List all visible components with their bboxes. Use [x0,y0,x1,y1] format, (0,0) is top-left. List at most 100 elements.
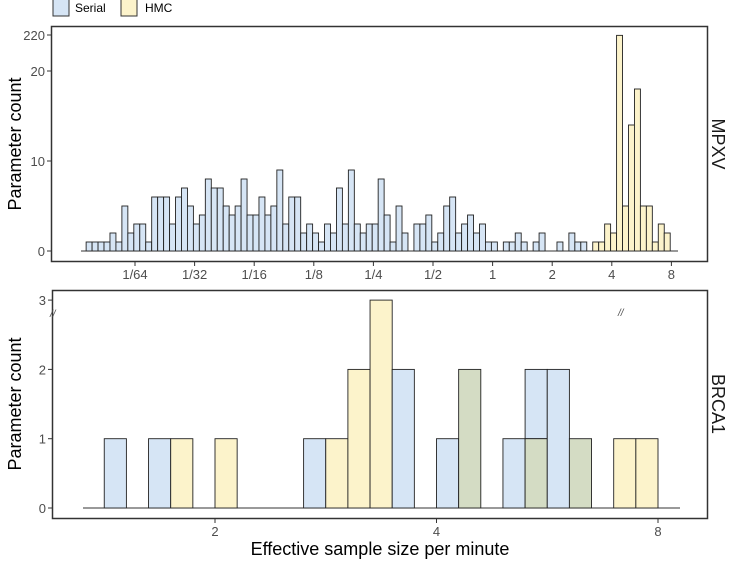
bar-serial [546,368,570,509]
bar-serial [365,223,373,252]
y-tick-label: 10 [31,154,45,169]
bar-hmc [645,205,653,252]
bar-hmc [604,223,612,252]
bar-serial [484,241,492,252]
bar-serial [198,214,206,252]
legend-swatch-serial [52,0,70,17]
bar-serial [443,205,451,252]
bar-serial [502,241,510,252]
bar-serial [461,223,469,252]
strip-label-mpxv: MPXV [708,118,728,169]
legend-label-hmc: HMC [145,1,173,15]
bar-serial [401,232,409,252]
bar-serial [335,187,343,252]
bar-serial [288,196,296,252]
bar-serial [186,205,194,252]
bar-serial [330,232,337,252]
bar-serial [115,241,123,252]
bar-serial [419,223,427,252]
bar-serial [282,223,290,252]
bar-serial [240,178,248,252]
bar-serial [353,223,361,252]
bar-serial [228,214,236,252]
bar-serial [490,241,498,252]
bar-serial [467,214,474,252]
bar-hmc [633,88,641,252]
bar-serial [294,196,302,252]
bar-serial [133,223,141,252]
x-tick-label: 8 [654,524,661,539]
x-axis-title: Effective sample size per minute [251,539,510,559]
bar-serial [157,196,165,252]
bar-serial [109,232,117,252]
bar-serial [371,223,379,252]
x-tick-label: 1/4 [364,267,382,282]
strip-label-brca1: BRCA1 [708,374,728,434]
bar-serial [151,196,159,252]
bar-hmc [598,241,606,252]
bar-serial [524,368,548,440]
x-tick-label: 1/32 [182,267,207,282]
panel-border-mpxv [50,25,709,263]
bar-serial [347,169,355,252]
bar-serial [163,196,171,252]
bar-serial [145,241,153,252]
bar-serial [258,196,266,252]
bar-overlap [524,438,548,509]
bar-serial [449,196,457,252]
bar-serial [318,241,325,252]
bar-serial [508,241,516,252]
x-tick-label: 8 [668,267,675,282]
x-tick-label: 2 [549,267,556,282]
bar-serial [520,241,528,252]
bar-hmc [325,438,349,509]
bar-serial [574,241,582,252]
panel-border-brca1 [51,289,709,520]
x-tick-label: 2 [211,524,218,539]
bar-serial [431,241,439,252]
bar-serial [103,241,111,252]
bar-serial [276,169,284,252]
bar-hmc [347,368,371,509]
y-tick-label: 0 [39,501,46,516]
bar-serial [341,223,349,252]
bar-serial [204,178,212,252]
bar-serial [169,223,176,252]
bar-serial [222,205,230,252]
bar-hmc [657,223,665,252]
bar-serial [264,214,272,252]
bar-serial [455,232,463,252]
bar-overlap [458,368,482,509]
bar-serial [246,214,254,252]
bar-serial [97,241,105,252]
bar-serial [568,232,576,252]
bar-serial [181,187,188,252]
legend-swatch-hmc [120,0,138,17]
bar-hmc [592,241,600,252]
bar-hmc [628,124,635,252]
x-tick-label: 1 [489,267,496,282]
bar-overlap [568,438,593,509]
bar-serial [103,438,127,509]
bar-serial [413,223,421,252]
bar-serial [514,232,522,252]
panel-brca1: 2 4 8 0 1 2 3 [39,293,680,539]
bar-hmc [616,34,623,252]
y-tick-label: 1 [39,432,46,447]
bar-hmc [610,232,618,252]
bar-serial [580,241,588,252]
bar-serial [121,205,129,252]
bar-hmc [651,241,659,252]
bar-serial [391,368,415,509]
bar-serial [234,205,242,252]
bar-serial [473,232,480,252]
y-tick-label: 220 [23,28,45,43]
x-tick-label: 1/16 [242,267,267,282]
bar-serial [216,187,224,252]
bar-serial [425,214,433,252]
bar-serial [252,214,260,252]
bar-hmc [170,438,194,509]
bar-serial [502,438,526,509]
bar-serial [556,241,564,252]
